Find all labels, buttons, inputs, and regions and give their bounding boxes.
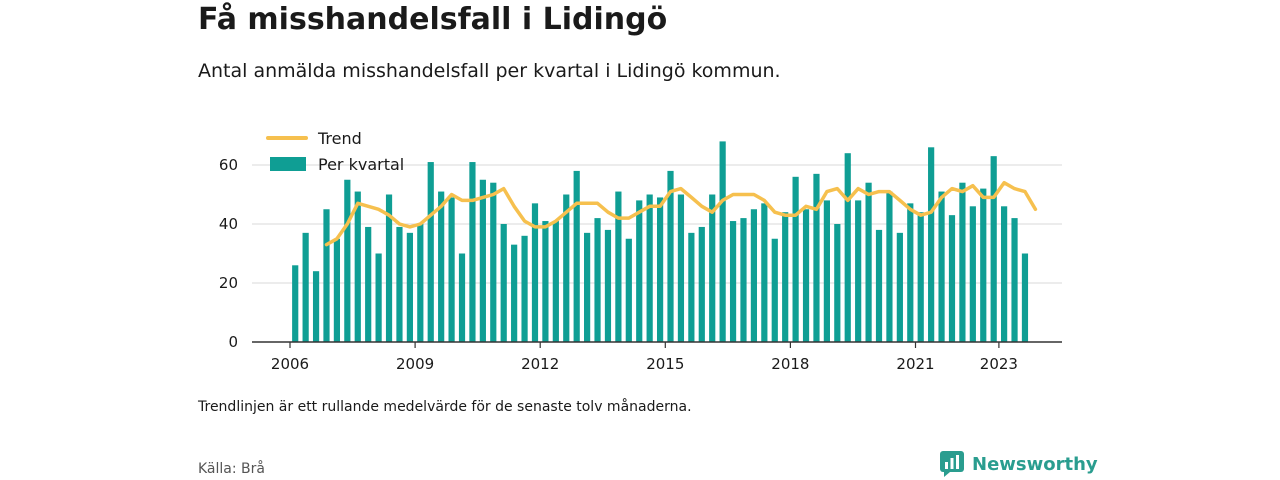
bar: [875, 229, 883, 342]
bar: [656, 197, 664, 342]
bar: [344, 179, 351, 342]
bar: [604, 229, 612, 342]
bar: [719, 141, 726, 342]
bar: [896, 232, 903, 342]
bar: [959, 182, 966, 342]
bar: [698, 226, 705, 342]
bar: [980, 188, 987, 342]
x-tick-label: 2009: [396, 355, 434, 373]
bar: [323, 209, 330, 342]
legend-bar-swatch: [270, 157, 306, 171]
bar: [688, 232, 695, 342]
bar: [302, 232, 309, 342]
bar: [354, 191, 361, 342]
bar: [584, 232, 591, 342]
bar: [907, 203, 914, 342]
bar: [479, 179, 486, 342]
footnote: Trendlinjen är ett rullande medelvärde f…: [198, 399, 692, 415]
bar: [292, 265, 299, 342]
bar: [771, 238, 778, 342]
bar: [406, 232, 413, 342]
bar: [573, 170, 580, 342]
bar: [729, 221, 737, 342]
bar: [312, 271, 320, 342]
x-tick-label: 2023: [980, 355, 1018, 373]
brand-logo[interactable]: Newsworthy: [940, 451, 1098, 477]
bar: [865, 182, 872, 342]
bar: [1001, 206, 1008, 342]
bar-chart-logo-icon: [940, 451, 964, 477]
chart-subtitle: Antal anmälda misshandelsfall per kvarta…: [198, 60, 781, 82]
bar: [928, 147, 935, 342]
bar: [542, 221, 549, 342]
bar: [427, 162, 434, 342]
bar: [709, 194, 716, 342]
bar: [761, 203, 768, 342]
bar: [365, 226, 372, 342]
bar: [1011, 218, 1018, 342]
bar: [417, 224, 424, 342]
x-tick-label: 2015: [646, 355, 684, 373]
legend-bar-label: Per kvartal: [318, 155, 404, 174]
bar: [813, 173, 820, 342]
bar: [886, 191, 893, 342]
bar: [855, 200, 862, 342]
bar: [615, 191, 622, 342]
bar: [448, 197, 455, 342]
bar: [844, 153, 851, 342]
y-tick-label: 40: [219, 215, 238, 233]
bar: [594, 218, 601, 342]
bar: [834, 224, 841, 342]
bar: [802, 209, 810, 342]
bar: [490, 182, 497, 342]
trend-line: [324, 180, 1038, 247]
bar: [625, 238, 632, 342]
bar: [500, 224, 507, 342]
chart-title: Få misshandelsfall i Lidingö: [198, 2, 668, 37]
bar: [740, 218, 747, 342]
legend: Trend Per kvartal: [266, 129, 404, 174]
y-tick-label: 20: [219, 274, 238, 292]
bar: [385, 194, 393, 342]
bar: [563, 194, 570, 342]
bar: [521, 235, 528, 342]
bar: [917, 212, 924, 342]
bar: [792, 176, 799, 342]
bar: [938, 191, 945, 342]
x-tick-label: 2018: [771, 355, 809, 373]
bar: [458, 253, 466, 342]
y-tick-label: 0: [228, 333, 238, 351]
bar: [375, 253, 382, 342]
bar: [636, 200, 643, 342]
chart-canvas: 0 20 40 60 2006 2009 2012 2015 2018 2021 2023 Tren…: [219, 129, 1062, 373]
bar: [969, 206, 976, 342]
bar: [990, 156, 997, 342]
bar: [677, 194, 685, 342]
axes: 0 20 40 60 2006 2009 2012 2015 2018 2021 2023: [219, 156, 1062, 373]
x-tick-label: 2012: [521, 355, 559, 373]
x-tick-label: 2006: [271, 355, 309, 373]
source-label: Källa: Brå: [198, 461, 265, 477]
bar: [552, 221, 559, 342]
bar: [1021, 253, 1029, 342]
bar: [948, 215, 956, 342]
bar: [531, 203, 539, 342]
bar: [438, 191, 445, 342]
bar: [782, 212, 789, 342]
bar: [396, 226, 403, 342]
bar-series: [292, 141, 1029, 342]
bar: [511, 244, 518, 342]
bar: [469, 162, 476, 342]
trend-series: [324, 180, 1038, 247]
bar: [750, 209, 758, 342]
x-tick-label: 2021: [896, 355, 934, 373]
legend-trend-label: Trend: [317, 129, 362, 148]
y-tick-label: 60: [219, 156, 238, 174]
brand-name: Newsworthy: [972, 453, 1098, 475]
bar: [333, 238, 341, 342]
bar: [667, 170, 674, 342]
bar: [646, 194, 653, 342]
bar: [823, 200, 830, 342]
